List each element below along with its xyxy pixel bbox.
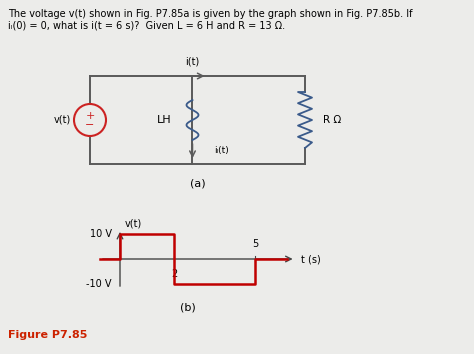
Text: LH: LH — [157, 115, 172, 125]
Text: v(t): v(t) — [54, 115, 71, 125]
Text: 5: 5 — [252, 239, 258, 249]
Text: t (s): t (s) — [301, 254, 320, 264]
Text: (b): (b) — [180, 302, 195, 312]
Text: v(t): v(t) — [125, 219, 142, 229]
Text: i(t): i(t) — [185, 57, 200, 67]
Text: The voltage v(t) shown in Fig. P7.85a is given by the graph shown in Fig. P7.85b: The voltage v(t) shown in Fig. P7.85a is… — [8, 9, 412, 30]
Text: Figure P7.85: Figure P7.85 — [8, 330, 87, 340]
Text: 10 V: 10 V — [90, 229, 112, 239]
Text: +: + — [85, 111, 95, 121]
Text: −: − — [85, 120, 95, 130]
Text: R Ω: R Ω — [323, 115, 341, 125]
Text: iₗ(t): iₗ(t) — [215, 147, 229, 155]
Text: (a): (a) — [190, 178, 205, 188]
Text: 2: 2 — [171, 269, 177, 279]
Text: -10 V: -10 V — [86, 279, 112, 289]
